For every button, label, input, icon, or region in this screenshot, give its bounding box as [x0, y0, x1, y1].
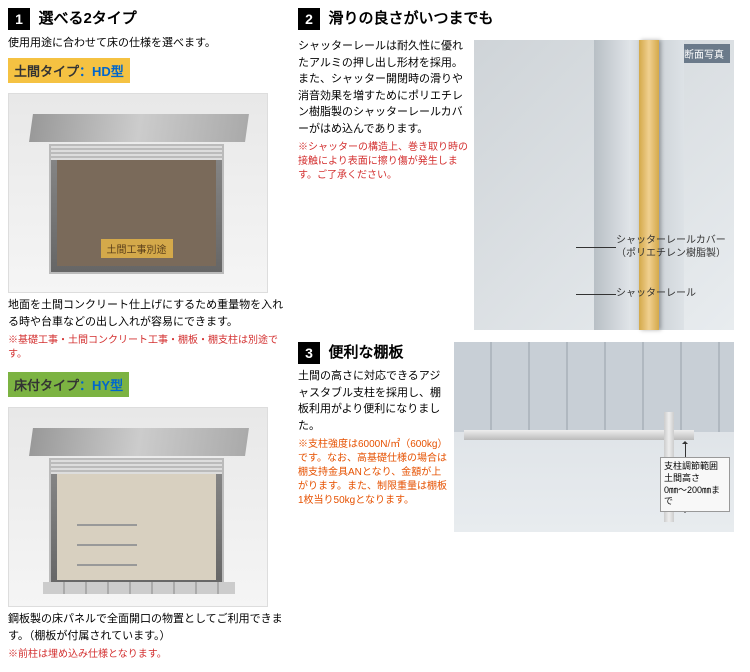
hd-sep: ：	[79, 64, 92, 79]
hd-shed-image: 土間工事別途	[8, 93, 268, 293]
hy-prefix: 床付タイプ	[14, 378, 79, 393]
section3-title: 便利な棚板	[328, 342, 403, 364]
hd-note: ※基礎工事・土間コンクリート工事・棚板・棚支柱は別途です。	[8, 334, 288, 362]
rail-annot2: シャッターレール	[616, 287, 736, 300]
section3-note: ※支柱強度は6000N/㎡（600kg）です。なお、高基礎仕様の場合は棚支持金具…	[298, 438, 448, 508]
hd-floor-label: 土間工事別途	[101, 239, 173, 258]
section2: 2 滑りの良さがいつまでも シャッターレールは耐久性に優れたアルミの押し出し形材…	[298, 8, 738, 330]
adjust-range-box: 支柱調節範囲 土間高さ 0㎜〜200㎜まで	[660, 457, 730, 512]
hy-type-tag: 床付タイプ：HY型	[8, 372, 129, 397]
section1-title: 選べる2タイプ	[38, 8, 136, 30]
section3-badge: 3	[298, 342, 320, 364]
hy-shed-image	[8, 407, 268, 607]
section1-badge: 1	[8, 8, 30, 30]
section1-header: 1 選べる2タイプ	[8, 8, 288, 30]
hy-sep: ：	[79, 378, 92, 393]
rail-annot1b: （ポリエチレン樹脂製）	[616, 247, 736, 260]
hd-code: HD型	[92, 64, 124, 79]
section3-image: 支柱調節範囲 土間高さ 0㎜〜200㎜まで	[454, 342, 734, 532]
section2-note: ※シャッターの構造上、巻き取り時の接触により表面に擦り傷が発生します。ご了承くだ…	[298, 141, 468, 183]
hd-desc: 地面を土間コンクリート仕上げにするため重量物を入れる時や台車などの出し入れが容易…	[8, 297, 288, 330]
section3: 3 便利な棚板 土間の高さに対応できるアジャスタブル支柱を採用し、棚板利用がより…	[298, 342, 738, 532]
left-column: 1 選べる2タイプ 使用用途に合わせて床の仕様を選べます。 土間タイプ：HD型 …	[8, 8, 288, 664]
hy-code: HY型	[92, 378, 123, 393]
hy-note: ※前柱は埋め込み仕様となります。	[8, 648, 288, 662]
section1-subtitle: 使用用途に合わせて床の仕様を選べます。	[8, 34, 288, 50]
rail-annot1a: シャッターレールカバー	[616, 234, 736, 247]
rail-photo: シャッターレール断面写真 シャッターレールカバー （ポリエチレン樹脂製） シャッ…	[474, 40, 734, 330]
range-val: 0㎜〜200㎜まで	[664, 485, 726, 508]
hy-desc: 鋼板製の床パネルで全面開口の物置としてご利用できます。（棚板が付属されています。…	[8, 611, 288, 644]
right-column: 2 滑りの良さがいつまでも シャッターレールは耐久性に優れたアルミの押し出し形材…	[298, 8, 738, 664]
hd-prefix: 土間タイプ	[14, 64, 79, 79]
hd-type-tag: 土間タイプ：HD型	[8, 58, 130, 83]
section2-title: 滑りの良さがいつまでも	[328, 8, 493, 30]
section2-badge: 2	[298, 8, 320, 30]
section3-desc: 土間の高さに対応できるアジャスタブル支柱を採用し、棚板利用がより便利になりました…	[298, 368, 448, 434]
range-label: 支柱調節範囲	[664, 461, 726, 473]
section2-desc: シャッターレールは耐久性に優れたアルミの押し出し形材を採用。また、シャッター開閉…	[298, 38, 468, 137]
range-sub: 土間高さ	[664, 473, 726, 485]
